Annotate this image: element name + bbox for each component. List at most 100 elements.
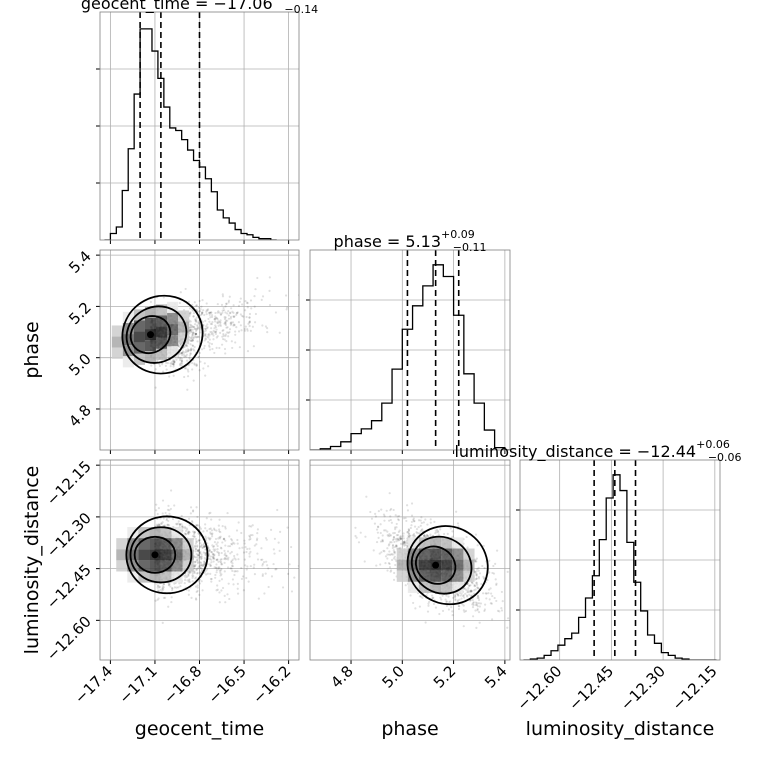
sample-point xyxy=(233,542,236,545)
sample-point xyxy=(207,536,210,539)
sample-point xyxy=(210,322,214,326)
sample-point xyxy=(376,531,379,534)
sample-point xyxy=(197,553,200,556)
sample-point xyxy=(415,531,418,534)
sample-point xyxy=(218,518,221,521)
sample-point xyxy=(423,534,426,537)
sample-point xyxy=(189,328,192,331)
sample-point xyxy=(169,507,173,511)
sample-point xyxy=(239,313,242,316)
sample-point xyxy=(189,349,192,352)
sample-point xyxy=(236,582,239,585)
sample-point xyxy=(192,312,196,315)
sample-point xyxy=(188,571,191,574)
sample-point xyxy=(204,553,207,556)
sample-point xyxy=(207,340,210,344)
sample-point xyxy=(256,528,260,531)
sample-point xyxy=(187,574,190,577)
sample-point xyxy=(233,324,236,327)
sample-point xyxy=(387,535,390,538)
sample-point xyxy=(432,596,435,599)
sample-point xyxy=(226,593,229,596)
sample-point xyxy=(249,564,252,568)
sample-point xyxy=(454,599,457,602)
title-lower: −0.14 xyxy=(284,3,318,16)
sample-point xyxy=(481,564,484,568)
sample-point xyxy=(248,547,251,550)
sample-point xyxy=(274,311,278,314)
sample-point xyxy=(210,327,213,330)
sample-point xyxy=(403,541,406,544)
sample-point xyxy=(172,358,175,362)
sample-point xyxy=(471,582,474,585)
sample-point xyxy=(186,359,189,362)
sample-point xyxy=(197,557,200,560)
sample-point xyxy=(285,308,288,311)
sample-point xyxy=(489,587,492,590)
sample-point xyxy=(201,546,204,549)
sample-point xyxy=(248,534,251,537)
sample-point xyxy=(170,596,173,599)
sample-point xyxy=(370,517,374,520)
sample-point xyxy=(402,517,406,520)
sample-point xyxy=(243,309,247,312)
sample-point xyxy=(180,357,184,360)
sample-point xyxy=(397,518,400,522)
sample-point xyxy=(217,560,220,563)
sample-point xyxy=(209,564,213,567)
sample-point xyxy=(191,331,194,334)
sample-point xyxy=(394,528,397,531)
sample-point xyxy=(193,571,196,575)
sample-point xyxy=(207,344,211,347)
sample-point xyxy=(220,563,224,566)
sample-point xyxy=(210,311,213,314)
sample-point xyxy=(237,521,240,524)
sample-point xyxy=(223,557,226,561)
sample-point xyxy=(191,572,194,575)
sample-point xyxy=(394,514,397,517)
sample-point xyxy=(190,361,194,365)
sample-point xyxy=(402,541,405,544)
sample-point xyxy=(389,515,392,518)
sample-point xyxy=(233,315,236,318)
sample-point xyxy=(172,365,175,368)
sample-point xyxy=(195,336,199,339)
sample-point xyxy=(457,525,460,528)
sample-point xyxy=(394,544,398,547)
sample-point xyxy=(197,322,200,325)
sample-point xyxy=(193,362,196,365)
sample-point xyxy=(481,592,485,595)
sample-point xyxy=(206,308,210,311)
sample-point xyxy=(256,537,259,540)
sample-point xyxy=(449,527,452,530)
sample-point xyxy=(220,563,223,566)
histogram-step-geocent_time xyxy=(104,28,277,240)
density-cell xyxy=(171,527,183,539)
sample-point xyxy=(233,570,236,573)
sample-point xyxy=(173,361,176,364)
sample-point xyxy=(462,594,465,597)
sample-point xyxy=(432,602,436,606)
sample-point xyxy=(392,557,396,560)
sample-point xyxy=(194,333,197,336)
sample-point xyxy=(149,300,153,304)
sample-point xyxy=(215,529,218,532)
sample-point xyxy=(201,546,204,550)
sample-point xyxy=(172,374,175,377)
sample-point xyxy=(256,552,259,555)
sample-point xyxy=(382,549,385,552)
sample-point xyxy=(191,339,194,342)
sample-point xyxy=(197,524,200,527)
sample-point xyxy=(210,518,213,521)
sample-point xyxy=(237,558,240,561)
sample-point xyxy=(224,322,227,325)
sample-point xyxy=(213,553,216,556)
sample-point xyxy=(245,568,248,571)
sample-point xyxy=(188,312,191,315)
density-cell xyxy=(156,337,168,349)
sample-point xyxy=(189,580,192,584)
sample-point xyxy=(204,338,208,341)
sample-point xyxy=(242,315,245,318)
sample-point xyxy=(213,318,216,321)
sample-point xyxy=(169,489,173,492)
